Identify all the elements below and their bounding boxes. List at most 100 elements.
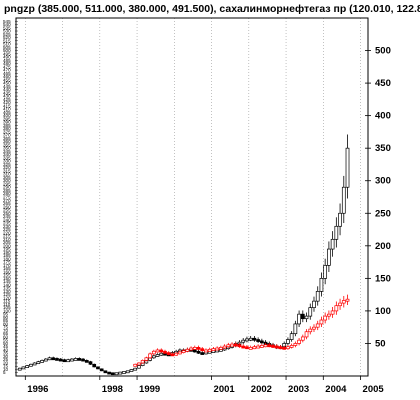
candle-body — [55, 358, 59, 361]
candle-body — [293, 343, 298, 346]
left-tick-label: 40 — [3, 347, 9, 352]
left-tick-label: 435 — [3, 90, 11, 95]
left-tick-label: 490 — [3, 55, 11, 60]
candle-body — [323, 264, 328, 279]
left-tick-label: 530 — [3, 29, 11, 34]
left-axis: 5101520253035404550556065707580859095100… — [3, 19, 18, 375]
candle-body — [237, 344, 242, 348]
candle-body — [207, 348, 212, 352]
candle-body — [43, 358, 48, 362]
left-tick-label: 410 — [3, 107, 11, 112]
candle-body — [133, 367, 138, 371]
left-tick-label: 400 — [3, 113, 11, 118]
candle-body — [88, 361, 93, 365]
left-tick-label: 495 — [3, 51, 11, 56]
left-tick-label: 250 — [3, 211, 11, 216]
candle-body — [204, 349, 208, 353]
left-tick-label: 10 — [3, 367, 9, 372]
x-tick-label: 2003 — [288, 384, 309, 395]
left-tick-label: 35 — [3, 351, 9, 356]
candle-body — [159, 352, 164, 356]
left-tick-label: 130 — [3, 289, 11, 294]
candle-body — [73, 358, 78, 361]
candle-body — [304, 315, 309, 320]
candle-body — [267, 344, 272, 348]
candle-body — [300, 336, 305, 341]
candle-body — [312, 326, 316, 330]
left-tick-label: 265 — [3, 201, 11, 206]
left-tick-label: 215 — [3, 234, 11, 239]
left-tick-label: 315 — [3, 168, 11, 173]
candle-body — [289, 345, 294, 348]
left-tick-label: 295 — [3, 181, 11, 186]
left-tick-label: 140 — [3, 282, 11, 287]
candle-body — [226, 344, 231, 348]
right-tick-label: 100 — [375, 306, 391, 317]
left-tick-label: 55 — [3, 338, 9, 343]
candle-body — [96, 366, 100, 370]
left-tick-label: 500 — [3, 48, 11, 53]
candle-body — [133, 363, 138, 367]
left-tick-label: 335 — [3, 155, 11, 160]
candle-body — [241, 339, 246, 343]
left-tick-label: 185 — [3, 253, 11, 258]
x-tick-label: 1998 — [102, 384, 123, 395]
left-tick-label: 105 — [3, 305, 11, 310]
candle-body — [222, 345, 227, 349]
left-tick-label: 480 — [3, 61, 11, 66]
left-tick-label: 485 — [3, 58, 11, 63]
left-tick-label: 510 — [3, 42, 11, 47]
candle-body — [230, 343, 234, 347]
candle-body — [312, 300, 316, 309]
left-tick-label: 350 — [3, 146, 11, 151]
right-tick-label: 400 — [375, 111, 391, 122]
candle-body — [185, 348, 190, 352]
right-tick-label: 300 — [375, 176, 391, 187]
candle-body — [29, 363, 33, 367]
candle-body — [122, 371, 126, 374]
candle-body — [81, 358, 85, 362]
candle-body — [248, 337, 253, 341]
left-tick-label: 285 — [3, 188, 11, 193]
candle-body — [338, 302, 342, 307]
x-tick-label: 1996 — [27, 384, 48, 395]
candle-body — [252, 346, 257, 350]
left-tick-label: 470 — [3, 68, 11, 73]
left-tick-label: 260 — [3, 204, 11, 209]
left-tick-label: 300 — [3, 178, 11, 183]
left-tick-label: 520 — [3, 35, 11, 40]
candle-body — [256, 339, 260, 342]
right-tick-label: 500 — [375, 46, 391, 57]
left-tick-label: 405 — [3, 110, 11, 115]
candle-body — [345, 147, 350, 188]
left-tick-label: 205 — [3, 240, 11, 245]
candle-body — [178, 351, 182, 355]
x-tick-label: 2005 — [363, 384, 385, 395]
candle-body — [125, 370, 130, 374]
left-tick-label: 110 — [3, 302, 11, 307]
candle-body — [25, 365, 30, 368]
candle-body — [155, 349, 160, 353]
candle-body — [327, 313, 331, 317]
candle-body — [304, 331, 309, 338]
candle-body — [341, 300, 346, 304]
candle-body — [47, 357, 52, 361]
candle-body — [155, 354, 160, 357]
chart-title: pngzp (385.000, 511.000, 380.000, 491.50… — [4, 3, 420, 15]
left-tick-label: 155 — [3, 273, 11, 278]
candle-body — [334, 305, 339, 312]
candle-body — [170, 353, 175, 357]
right-tick-label: 200 — [375, 241, 391, 252]
left-tick-label: 385 — [3, 123, 11, 128]
candle-body — [338, 212, 342, 227]
left-tick-label: 440 — [3, 87, 11, 92]
candle-body — [92, 363, 97, 368]
left-tick-label: 375 — [3, 129, 11, 134]
left-tick-label: 275 — [3, 195, 11, 200]
candle-body — [21, 366, 26, 370]
candle-body — [174, 352, 179, 356]
x-tick-label: 2001 — [214, 384, 236, 395]
left-tick-label: 210 — [3, 237, 11, 242]
left-tick-label: 70 — [3, 328, 9, 333]
candle-body — [200, 352, 205, 355]
